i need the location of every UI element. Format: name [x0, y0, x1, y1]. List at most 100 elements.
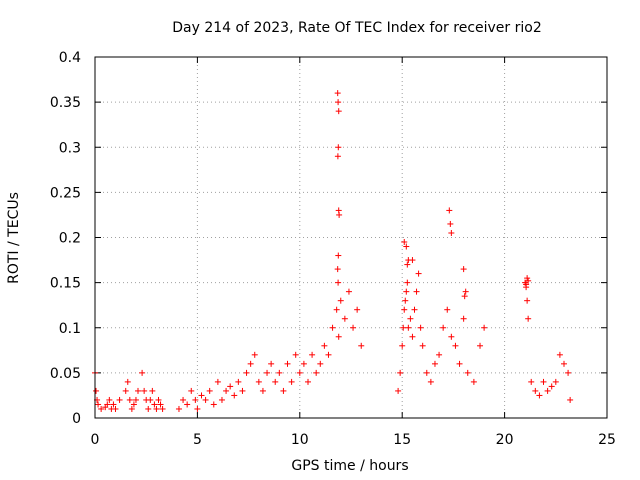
data-point: [415, 270, 422, 277]
data-point: [401, 239, 408, 246]
data-point: [337, 297, 344, 304]
data-point: [145, 405, 152, 412]
data-point: [532, 387, 539, 394]
data-point: [313, 369, 320, 376]
data-point: [540, 378, 547, 385]
data-point: [419, 342, 426, 349]
data-point: [280, 387, 287, 394]
data-point: [427, 378, 434, 385]
data-point: [251, 351, 258, 358]
data-point: [470, 378, 477, 385]
data-point: [214, 378, 221, 385]
data-point: [404, 261, 411, 268]
data-point: [461, 293, 468, 300]
data-point: [264, 369, 271, 376]
data-point: [335, 144, 342, 151]
data-point: [141, 387, 148, 394]
data-point: [565, 369, 572, 376]
data-point: [188, 387, 195, 394]
data-point: [335, 279, 342, 286]
data-point: [401, 306, 408, 313]
y-tick-label: 0.4: [59, 50, 81, 66]
x-tick-label: 25: [598, 432, 616, 448]
data-point: [95, 401, 102, 408]
data-point: [423, 369, 430, 376]
data-point: [155, 396, 162, 403]
y-tick-label: 0.35: [50, 95, 81, 111]
x-tick-label: 5: [193, 432, 202, 448]
data-point: [548, 383, 555, 390]
data-point: [247, 360, 254, 367]
data-point: [341, 315, 348, 322]
data-point: [223, 387, 230, 394]
data-point: [210, 401, 217, 408]
data-point: [184, 401, 191, 408]
data-point: [239, 387, 246, 394]
y-tick-label: 0.3: [59, 140, 81, 156]
data-point: [444, 306, 451, 313]
data-point: [335, 252, 342, 259]
data-point: [402, 297, 409, 304]
data-point: [345, 288, 352, 295]
data-point: [350, 324, 357, 331]
data-point: [259, 387, 266, 394]
data-point: [334, 153, 341, 160]
data-point: [462, 288, 469, 295]
data-point: [407, 315, 414, 322]
data-point: [335, 108, 342, 115]
data-point: [151, 401, 158, 408]
x-tick-label: 10: [291, 432, 309, 448]
data-point: [202, 396, 209, 403]
data-point: [409, 333, 416, 340]
data-point: [404, 279, 411, 286]
data-point: [525, 315, 532, 322]
data-point: [567, 396, 574, 403]
data-point: [192, 396, 199, 403]
y-tick-label: 0.25: [50, 185, 81, 201]
y-tick-label: 0.2: [59, 231, 81, 247]
data-point: [536, 392, 543, 399]
data-point: [436, 351, 443, 358]
data-point: [157, 401, 164, 408]
data-point: [460, 315, 467, 322]
data-point: [292, 351, 299, 358]
data-point: [403, 288, 410, 295]
data-point: [149, 387, 156, 394]
data-point: [139, 369, 146, 376]
data-point: [284, 360, 291, 367]
data-point: [460, 266, 467, 273]
data-point: [126, 396, 133, 403]
data-point: [288, 378, 295, 385]
data-point: [440, 324, 447, 331]
data-point: [325, 351, 332, 358]
data-point: [431, 360, 438, 367]
data-point: [405, 324, 412, 331]
data-point: [464, 369, 471, 376]
y-tick-label: 0: [72, 411, 81, 427]
data-point: [354, 306, 361, 313]
data-point: [477, 342, 484, 349]
data-point: [395, 387, 402, 394]
data-point: [255, 378, 262, 385]
data-point: [523, 284, 530, 291]
data-point: [153, 405, 160, 412]
data-point: [128, 405, 135, 412]
data-point: [335, 333, 342, 340]
data-point: [544, 387, 551, 394]
data-point: [456, 360, 463, 367]
data-point: [335, 99, 342, 106]
y-tick-label: 0.15: [50, 276, 81, 292]
data-point: [334, 90, 341, 97]
data-point: [235, 378, 242, 385]
data-point: [448, 229, 455, 236]
data-point: [417, 324, 424, 331]
data-point: [130, 401, 137, 408]
x-axis-label: GPS time / hours: [291, 458, 408, 474]
data-point: [124, 378, 131, 385]
data-point: [206, 387, 213, 394]
data-point: [525, 277, 532, 284]
data-point: [317, 360, 324, 367]
data-point: [336, 211, 343, 218]
plot-area: [94, 56, 608, 419]
